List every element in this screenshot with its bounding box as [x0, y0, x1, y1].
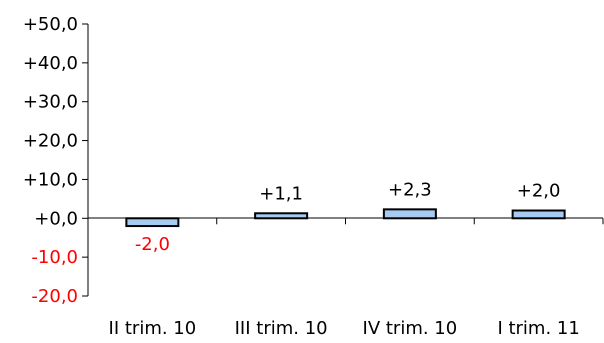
y-tick-label: +10,0: [23, 169, 78, 190]
bars: [125, 208, 566, 228]
bar: [382, 208, 437, 220]
bar: [254, 212, 309, 220]
bar: [511, 209, 566, 220]
data-labels: -2,0 +1,1 +2,3 +2,0: [135, 179, 561, 255]
y-tick-label: -10,0: [31, 247, 78, 268]
category-label: II trim. 10: [109, 318, 197, 339]
y-tick-label: +0,0: [34, 208, 78, 229]
data-label: +1,1: [259, 183, 303, 204]
y-tick-label: +30,0: [23, 92, 78, 113]
category-label: IV trim. 10: [363, 318, 458, 339]
data-label: +2,0: [517, 181, 561, 202]
y-tick-label: +50,0: [23, 14, 78, 35]
x-axis-category-ticks: [216, 218, 604, 225]
bar: [125, 217, 180, 228]
y-tick-label: -20,0: [31, 286, 78, 307]
data-label: +2,3: [388, 179, 432, 200]
y-axis-ticks: +50,0 +40,0 +30,0 +20,0 +10,0 +0,0 -10,0 -20,0: [23, 14, 88, 307]
category-label: III trim. 10: [235, 318, 328, 339]
data-label: -2,0: [135, 234, 170, 255]
category-labels: II trim. 10 III trim. 10 IV trim. 10 I trim…: [109, 318, 580, 339]
category-label: I trim. 11: [497, 318, 579, 339]
y-tick-label: +20,0: [23, 131, 78, 152]
y-tick-label: +40,0: [23, 53, 78, 74]
